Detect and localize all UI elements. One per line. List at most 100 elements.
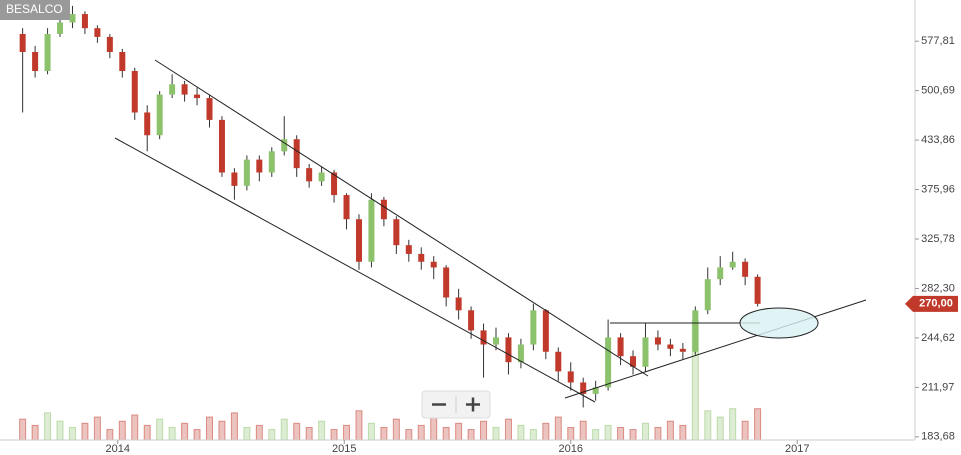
volume-bar	[467, 429, 475, 441]
volume-bar	[654, 426, 662, 441]
candle-body	[679, 348, 686, 352]
x-tick-label: 2015	[332, 443, 356, 455]
volume-bar	[716, 416, 724, 441]
volume-bar	[31, 424, 39, 441]
candle-body	[754, 276, 761, 304]
y-tick-label: 500,69	[921, 85, 955, 97]
candle-body	[343, 195, 350, 220]
volume-bar	[567, 426, 575, 441]
candle-body	[44, 33, 51, 71]
candle-body	[654, 337, 661, 345]
symbol-box	[0, 0, 70, 20]
candle-body	[393, 219, 400, 246]
candle-body	[605, 337, 612, 388]
candle-body	[156, 94, 163, 136]
candle-body	[592, 387, 599, 394]
candle-body	[181, 84, 188, 95]
candle-body	[667, 344, 674, 349]
candle-body	[418, 253, 425, 262]
candle-body	[19, 33, 26, 52]
volume-bar	[480, 420, 488, 441]
y-tick-label: 282,30	[921, 282, 955, 294]
candle-body	[704, 279, 711, 311]
candle-body	[318, 172, 325, 182]
candle-body	[81, 14, 88, 29]
candle-body	[542, 310, 549, 352]
volume-bar	[143, 424, 151, 441]
candle-body	[306, 168, 313, 182]
volume-bar	[156, 418, 164, 441]
candle-body	[617, 337, 624, 357]
volume-bar	[68, 426, 76, 441]
candle-body	[368, 199, 375, 262]
drawings	[114, 59, 867, 403]
volume-bar	[280, 418, 288, 441]
volume-bar	[19, 418, 27, 441]
volume-bar	[355, 410, 363, 441]
volume-bar	[542, 422, 550, 441]
zoom-controls	[421, 390, 491, 419]
candle-body	[729, 261, 736, 268]
candle-body	[517, 344, 524, 363]
candle-body	[430, 261, 437, 268]
candle-body	[493, 337, 500, 345]
volume-bar	[442, 426, 450, 441]
volume-bar	[504, 418, 512, 441]
y-tick-label: 211,97	[922, 381, 955, 393]
candle-body	[281, 139, 288, 152]
y-tick-label: 183,68	[921, 431, 955, 443]
volume-bar	[629, 429, 637, 441]
candle-body	[106, 36, 113, 52]
candle-body	[206, 98, 213, 120]
volume-bar	[604, 424, 612, 441]
volume-bar	[554, 416, 562, 441]
volume-bar	[641, 422, 649, 441]
volume-bar	[517, 424, 525, 441]
candle-body	[642, 337, 649, 367]
candle-body	[231, 172, 238, 186]
volume-bar	[729, 408, 737, 441]
axes: 183,68 211,97 244,62 282,30 325,78 375,96 433,…	[106, 35, 958, 455]
volume-bar	[243, 426, 251, 441]
candle-body	[742, 261, 749, 277]
candle-body	[717, 267, 724, 280]
candle-body	[194, 94, 201, 99]
volume-bar	[56, 420, 64, 441]
volume-bar	[343, 424, 351, 441]
candle-body	[580, 382, 587, 394]
candle-body	[355, 219, 362, 262]
volume-layer	[19, 319, 762, 441]
candle-body	[530, 310, 537, 345]
candle-body	[119, 51, 126, 71]
candle-body	[268, 151, 275, 173]
y-tick-label: 375,96	[921, 183, 955, 195]
candle-body	[630, 356, 637, 367]
volume-bar	[679, 424, 687, 441]
volume-bar	[168, 426, 176, 441]
candle-body	[692, 310, 699, 352]
volume-bar	[81, 422, 89, 441]
candle-body	[94, 28, 101, 37]
candle-layer	[19, 0, 761, 408]
candle-body	[131, 70, 138, 113]
volume-bar	[230, 412, 238, 441]
volume-bar	[205, 416, 213, 441]
volume-bar	[455, 422, 463, 441]
symbol-label: BESALCO	[6, 2, 63, 16]
volume-bar	[268, 429, 276, 441]
volume-bar	[118, 420, 126, 441]
x-tick-label: 2016	[559, 443, 583, 455]
x-tick-label: 2017	[785, 443, 809, 455]
x-tick-label: 2014	[106, 443, 130, 455]
volume-bar	[93, 416, 101, 441]
volume-bar	[305, 426, 313, 441]
volume-bar	[255, 424, 263, 441]
candle-body	[293, 139, 300, 169]
volume-bar	[318, 420, 326, 441]
volume-bar	[666, 420, 674, 441]
support-line	[564, 299, 867, 399]
volume-bar	[405, 429, 413, 441]
candle-body	[144, 112, 151, 136]
